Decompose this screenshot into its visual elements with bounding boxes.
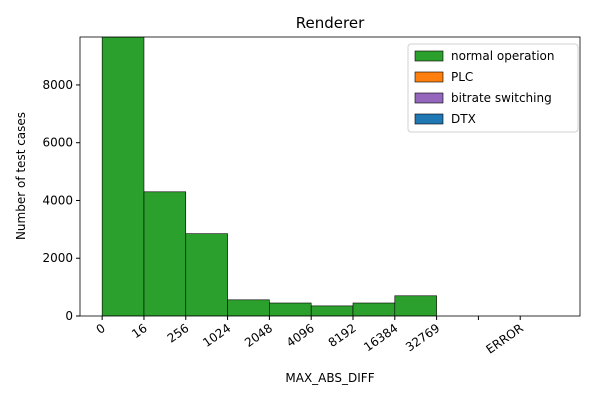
legend-label: bitrate switching bbox=[451, 91, 552, 105]
y-tick-label: 2000 bbox=[42, 251, 73, 265]
legend-swatch bbox=[414, 71, 444, 83]
legend-swatch bbox=[414, 50, 444, 62]
plot-area bbox=[101, 37, 437, 316]
x-tick-label: 16384 bbox=[361, 321, 400, 354]
y-tick-label: 0 bbox=[65, 309, 73, 323]
y-axis-label: Number of test cases bbox=[14, 112, 28, 240]
bar bbox=[269, 302, 312, 316]
x-tick-label: ERROR bbox=[483, 321, 525, 357]
x-tick-label: 1024 bbox=[200, 321, 233, 350]
x-tick-label: 2048 bbox=[242, 321, 275, 350]
x-tick-label: 32769 bbox=[403, 321, 442, 354]
y-tick-label: 6000 bbox=[42, 136, 73, 150]
x-tick-label: 8192 bbox=[326, 321, 359, 350]
legend-label: DTX bbox=[451, 112, 476, 126]
bar bbox=[310, 305, 354, 316]
x-tick-label: 256 bbox=[165, 321, 192, 346]
legend-swatch bbox=[414, 113, 444, 125]
legend-swatch bbox=[414, 92, 444, 104]
plot-frame bbox=[79, 36, 581, 317]
legend-box bbox=[407, 43, 579, 133]
bar bbox=[143, 191, 187, 316]
bar bbox=[394, 295, 437, 316]
legend-label: normal operation bbox=[451, 49, 554, 63]
y-tick-label: 8000 bbox=[42, 78, 73, 92]
legend-label: PLC bbox=[451, 70, 473, 84]
bar bbox=[227, 299, 270, 316]
bar bbox=[352, 302, 396, 316]
bar bbox=[101, 37, 145, 316]
x-tick-label: 16 bbox=[129, 321, 150, 341]
bar bbox=[185, 233, 228, 316]
x-tick-label: 4096 bbox=[284, 321, 317, 350]
x-axis-label: MAX_ABS_DIFF bbox=[285, 371, 374, 385]
chart-title: Renderer bbox=[296, 14, 365, 32]
y-tick-label: 4000 bbox=[42, 193, 73, 207]
x-tick-label: 0 bbox=[94, 321, 108, 337]
